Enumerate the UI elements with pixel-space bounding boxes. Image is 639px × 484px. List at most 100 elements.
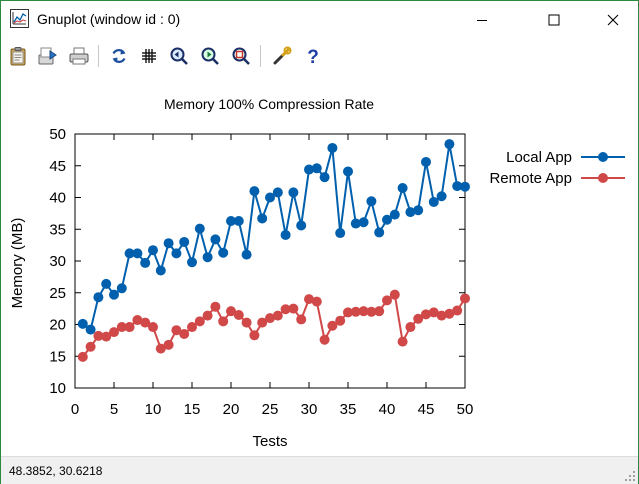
data-point-local-app bbox=[116, 283, 127, 294]
options-button[interactable] bbox=[270, 44, 294, 68]
data-point-local-app bbox=[109, 289, 119, 300]
series-line-local-app bbox=[82, 143, 466, 331]
data-point-remote-app bbox=[327, 320, 338, 331]
data-point-remote-app bbox=[179, 329, 190, 340]
data-point-local-app bbox=[296, 220, 307, 231]
toolbar-separator bbox=[98, 45, 99, 67]
minimize-icon bbox=[477, 19, 487, 21]
data-point-remote-app bbox=[241, 317, 252, 328]
copy-clipboard-button[interactable] bbox=[6, 44, 30, 68]
data-point-local-app bbox=[335, 228, 346, 239]
data-point-remote-app bbox=[405, 322, 416, 333]
data-point-local-app bbox=[311, 163, 322, 174]
data-point-remote-app bbox=[101, 331, 112, 342]
print-button[interactable] bbox=[67, 44, 91, 68]
data-point-remote-app bbox=[444, 308, 455, 319]
clipboard-icon bbox=[10, 47, 26, 66]
data-point-local-app bbox=[124, 248, 135, 259]
help-button[interactable]: ? bbox=[301, 44, 325, 68]
data-point-remote-app bbox=[460, 293, 470, 304]
data-point-local-app bbox=[366, 196, 377, 207]
data-point-remote-app bbox=[163, 339, 174, 350]
options-icon bbox=[273, 46, 292, 65]
data-point-local-app bbox=[265, 192, 275, 203]
data-point-remote-app bbox=[397, 336, 408, 347]
y-tick-label: 35 bbox=[49, 221, 66, 238]
toolbar-separator bbox=[260, 45, 261, 67]
data-point-remote-app bbox=[366, 306, 377, 317]
x-tick-label: 35 bbox=[340, 401, 357, 418]
data-point-remote-app bbox=[226, 306, 236, 317]
y-tick-label: 20 bbox=[49, 317, 66, 334]
x-axis-label: Tests bbox=[252, 433, 287, 450]
data-point-remote-app bbox=[93, 330, 104, 341]
chart: Memory 100% Compression Rate Tests Memor… bbox=[9, 96, 625, 450]
x-tick-label: 0 bbox=[71, 401, 79, 418]
data-point-remote-app bbox=[194, 316, 205, 327]
data-point-remote-app bbox=[311, 296, 322, 307]
export-button[interactable] bbox=[36, 44, 60, 68]
data-point-remote-app bbox=[343, 307, 353, 318]
data-point-local-app bbox=[405, 207, 416, 218]
data-point-remote-app bbox=[116, 322, 127, 333]
help-icon: ? bbox=[307, 47, 319, 66]
data-point-local-app bbox=[343, 166, 353, 177]
data-point-remote-app bbox=[124, 322, 135, 333]
data-point-remote-app bbox=[171, 325, 182, 336]
data-point-local-app bbox=[226, 215, 236, 226]
data-point-local-app bbox=[382, 214, 392, 225]
data-point-remote-app bbox=[257, 317, 268, 328]
data-point-remote-app bbox=[249, 330, 260, 341]
data-point-remote-app bbox=[413, 313, 424, 324]
data-point-remote-app bbox=[155, 343, 166, 354]
data-point-remote-app bbox=[296, 314, 307, 325]
data-point-local-app bbox=[171, 248, 182, 259]
data-point-local-app bbox=[85, 324, 96, 335]
close-button[interactable] bbox=[590, 1, 636, 38]
autoscale-icon bbox=[232, 47, 250, 65]
data-point-local-app bbox=[148, 245, 158, 256]
chart-title: Memory 100% Compression Rate bbox=[164, 96, 374, 112]
data-point-local-app bbox=[452, 181, 463, 192]
data-point-remote-app bbox=[210, 301, 221, 312]
resize-grip-icon[interactable] bbox=[624, 470, 636, 482]
maximize-button[interactable] bbox=[531, 1, 577, 38]
data-point-local-app bbox=[241, 249, 252, 260]
data-point-local-app bbox=[218, 247, 229, 258]
data-point-remote-app bbox=[132, 315, 143, 326]
x-tick-label: 15 bbox=[184, 401, 201, 418]
data-point-local-app bbox=[77, 318, 88, 329]
window-title: Gnuplot (window id : 0) bbox=[37, 11, 181, 27]
zoom-previous-button[interactable] bbox=[167, 44, 191, 68]
data-point-remote-app bbox=[187, 322, 197, 333]
data-point-local-app bbox=[350, 218, 361, 229]
data-point-remote-app bbox=[382, 295, 392, 306]
autoscale-button[interactable] bbox=[229, 44, 253, 68]
data-point-local-app bbox=[132, 248, 143, 259]
legend-label-remote-app: Remote App bbox=[489, 170, 572, 187]
data-point-local-app bbox=[272, 187, 283, 198]
data-point-local-app bbox=[358, 217, 369, 228]
data-point-remote-app bbox=[233, 309, 244, 320]
series-local-app bbox=[77, 139, 470, 335]
data-point-remote-app bbox=[148, 322, 158, 333]
print-icon bbox=[69, 47, 89, 65]
replot-icon bbox=[112, 49, 126, 63]
data-point-remote-app bbox=[265, 313, 275, 324]
toggle-grid-button[interactable] bbox=[137, 44, 161, 68]
axes: 0 5 10 15 20 25 30 35 40 45 50 10 15 20 25 30 35 40 45 50 bbox=[49, 126, 473, 418]
plot-canvas[interactable]: Memory 100% Compression Rate Tests Memor… bbox=[1, 74, 638, 456]
data-point-local-app bbox=[413, 205, 424, 216]
status-bar: 48.3852, 30.6218 bbox=[1, 456, 638, 484]
replot-button[interactable] bbox=[107, 44, 131, 68]
data-point-local-app bbox=[280, 229, 291, 240]
data-point-remote-app bbox=[421, 309, 431, 320]
zoom-next-button[interactable] bbox=[198, 44, 222, 68]
x-tick-label: 45 bbox=[418, 401, 435, 418]
title-bar[interactable]: Gnuplot (window id : 0) bbox=[1, 1, 638, 38]
data-point-remote-app bbox=[389, 289, 400, 300]
data-point-local-app bbox=[436, 191, 447, 202]
minimize-button[interactable] bbox=[459, 1, 505, 38]
data-point-remote-app bbox=[304, 294, 314, 305]
y-tick-label: 40 bbox=[49, 190, 66, 207]
